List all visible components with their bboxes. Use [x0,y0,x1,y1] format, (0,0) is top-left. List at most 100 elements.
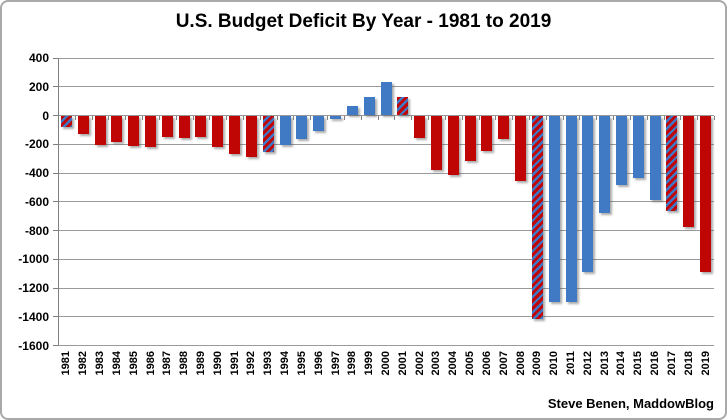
y-axis-tick [53,57,58,59]
bar-2002 [414,115,426,139]
bar-2003 [430,115,442,170]
bar-2005 [464,115,476,162]
category-tick [327,115,329,120]
category-tick [394,115,396,120]
x-axis-label: 2008 [514,350,527,375]
x-axis-label: 2002 [413,350,426,375]
x-axis-label: 1985 [127,350,140,375]
bar-2013 [599,115,611,214]
x-axis-label: 1995 [295,350,308,375]
bar-1981 [60,115,72,127]
bar-2016 [649,115,661,200]
x-axis-label: 2017 [665,350,678,375]
category-tick [579,115,581,120]
x-axis-label: 1984 [110,350,123,375]
bar-1983 [94,115,106,146]
bar-1986 [145,115,156,148]
category-tick [209,115,211,120]
y-axis-label: 400 [28,51,49,65]
x-axis-label: 2018 [682,350,695,375]
y-axis-tick [53,86,58,88]
y-axis-label: -600 [24,194,49,209]
bar-1991 [229,115,241,155]
category-tick [58,115,59,120]
category-tick [495,115,497,120]
gridline--400 [58,172,714,174]
gridline--600 [58,201,714,203]
x-axis-label: 1997 [329,350,342,375]
gridline--200 [58,143,714,145]
category-tick [646,115,648,120]
bar-1999 [363,97,375,116]
bar-1989 [195,115,207,138]
bar-1995 [296,115,308,140]
x-axis-label: 2013 [598,350,611,375]
bar-1985 [128,115,140,146]
category-tick [428,115,430,120]
x-axis-label: 1988 [178,350,191,375]
y-axis-line [57,58,59,346]
category-tick [629,115,631,120]
category-tick [243,115,245,120]
bar-2014 [615,115,627,186]
x-axis-label: 2014 [615,350,628,375]
chart-title: U.S. Budget Deficit By Year - 1981 to 20… [175,11,552,32]
x-axis-label: 1986 [144,350,157,375]
y-axis-tick [53,287,58,289]
bar-1998 [346,105,358,116]
category-tick [697,115,699,120]
bar-2011 [565,115,577,303]
x-axis-label: 2011 [565,350,578,375]
x-axis-label: 1999 [363,350,376,375]
category-tick [528,115,530,120]
bar-2015 [632,115,644,179]
category-tick [108,115,110,120]
bar-2000 [380,81,392,116]
x-axis-label: 1992 [245,350,258,375]
category-tick [562,115,564,120]
x-axis-label: 1983 [94,350,107,375]
category-tick [192,115,194,120]
x-axis-label: 2004 [447,350,460,375]
y-axis-label: -1000 [18,252,49,267]
y-axis-label: -1400 [18,309,49,324]
category-tick [478,115,480,120]
category-tick [680,115,682,120]
category-tick [545,115,547,120]
bar-2012 [582,115,594,272]
category-tick [259,115,261,120]
bar-2006 [481,115,493,152]
gridline--800 [58,230,714,231]
x-axis-label: 1994 [279,350,292,375]
gridline--1200 [58,287,714,289]
x-axis-label: 1990 [211,350,224,375]
y-axis-label: -800 [24,223,49,238]
y-axis-tick [53,143,58,145]
y-axis-label: -1200 [18,281,49,295]
category-tick [74,115,76,120]
category-tick [91,115,93,120]
bar-1988 [178,115,190,138]
x-axis-label: 1991 [228,350,241,375]
bar-1992 [245,115,257,158]
category-tick [125,115,127,120]
x-axis-label: 2009 [531,350,544,375]
x-axis-label: 1989 [194,350,207,375]
category-tick [310,115,312,120]
x-axis-label: 2000 [380,350,392,375]
bar-1994 [279,115,291,145]
category-tick [461,115,463,120]
bar-2019 [700,115,712,273]
bar-2017 [666,115,678,212]
category-tick [360,115,362,120]
bar-2001 [397,97,409,116]
category-tick [613,115,615,120]
category-tick [512,115,514,120]
y-axis-label: 0 [42,108,49,123]
bar-2008 [515,115,527,182]
x-axis-label: 1987 [161,350,174,375]
y-axis-tick [53,201,58,203]
x-axis-label: 1982 [77,350,90,375]
x-axis-label: 1998 [346,350,359,375]
